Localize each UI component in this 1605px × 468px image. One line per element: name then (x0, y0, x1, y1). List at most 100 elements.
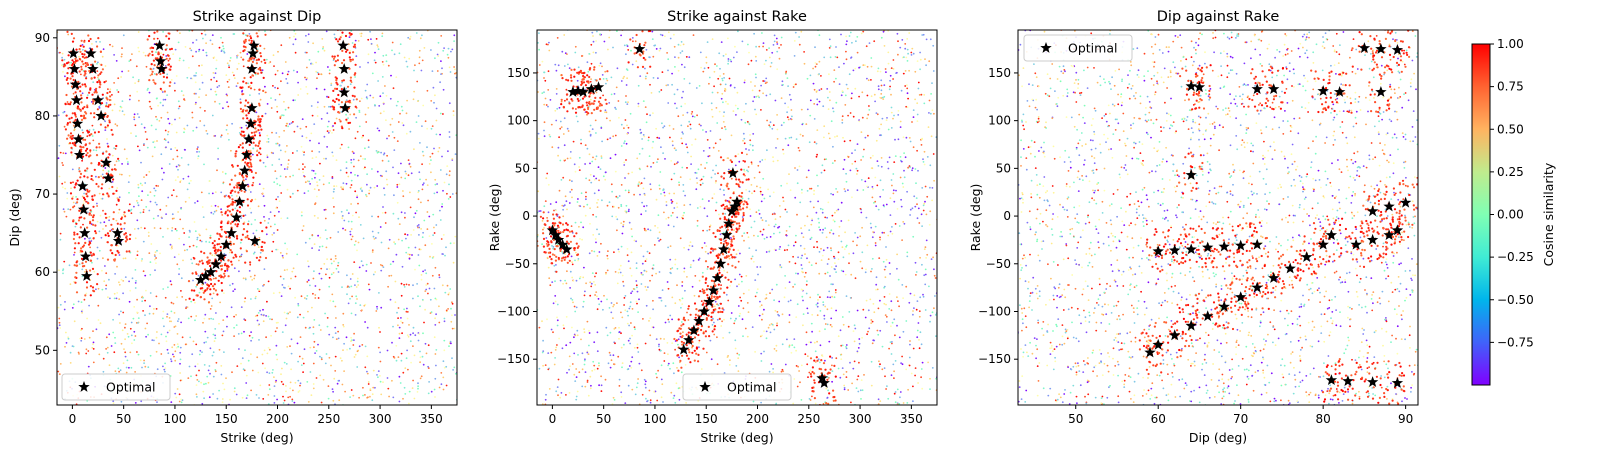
scatter-point (673, 394, 676, 397)
scatter-point (689, 123, 692, 126)
scatter-point (561, 251, 564, 253)
scatter-point (93, 116, 96, 119)
scatter-point (105, 225, 107, 227)
scatter-point (364, 366, 367, 369)
scatter-point (330, 258, 332, 261)
scatter-point (547, 43, 549, 46)
scatter-point (738, 315, 741, 317)
scatter-point (255, 111, 258, 114)
scatter-point (134, 82, 137, 84)
scatter-point (274, 381, 277, 383)
scatter-point (93, 91, 96, 94)
scatter-point (90, 133, 93, 136)
scatter-point (210, 205, 213, 208)
scatter-point (193, 289, 196, 292)
scatter-point (261, 353, 264, 356)
scatter-point (200, 74, 203, 76)
scatter-point (93, 194, 96, 197)
scatter-point (240, 238, 243, 241)
optimal-point (243, 133, 255, 145)
scatter-point (286, 312, 289, 315)
optimal-point (112, 234, 125, 246)
scatter-point (275, 177, 278, 180)
scatter-point (263, 349, 266, 352)
scatter-point (111, 45, 114, 48)
scatter-point (64, 75, 66, 78)
scatter-point (824, 216, 827, 219)
scatter-point (146, 138, 148, 141)
scatter-point (352, 344, 355, 346)
scatter-point (788, 93, 791, 96)
scatter-point (112, 318, 114, 321)
scatter-point (571, 180, 573, 183)
scatter-point (872, 303, 875, 305)
scatter-point (183, 127, 186, 130)
scatter-point (235, 314, 238, 316)
scatter-point (119, 223, 122, 226)
scatter-point (243, 41, 246, 44)
scatter-point (683, 204, 686, 207)
scatter-point (387, 160, 390, 163)
scatter-point (70, 146, 73, 149)
scatter-point (170, 360, 173, 363)
scatter-point (388, 238, 391, 241)
scatter-point (749, 139, 752, 142)
scatter-point (769, 195, 771, 198)
scatter-point (286, 145, 288, 147)
scatter-point (643, 177, 646, 180)
scatter-point (848, 73, 851, 76)
scatter-point (202, 37, 204, 40)
scatter-point (329, 299, 332, 302)
scatter-point (393, 149, 396, 152)
scatter-point (268, 372, 271, 374)
scatter-point (159, 87, 162, 90)
scatter-point (589, 173, 592, 176)
scatter-point (922, 158, 924, 161)
scatter-point (253, 88, 256, 91)
scatter-point (228, 236, 231, 239)
scatter-point (135, 257, 137, 260)
scatter-point (248, 165, 251, 168)
scatter-point (120, 227, 123, 230)
scatter-point (204, 281, 207, 284)
scatter-point (75, 106, 78, 109)
scatter-point (555, 119, 558, 122)
scatter-point (180, 398, 183, 401)
scatter-point (161, 91, 164, 93)
scatter-point (722, 101, 724, 104)
scatter-point (179, 179, 182, 182)
scatter-point (293, 35, 295, 38)
scatter-point (68, 103, 72, 106)
scatter-point (345, 167, 348, 170)
scatter-point (59, 295, 62, 297)
scatter-point (85, 170, 88, 172)
scatter-point (274, 170, 277, 173)
scatter-point (418, 56, 421, 59)
scatter-point (758, 45, 761, 48)
scatter-point (657, 158, 659, 161)
scatter-point (99, 72, 102, 75)
scatter-point (868, 327, 871, 330)
scatter-point (885, 258, 888, 261)
scatter-point (406, 317, 409, 320)
scatter-point (702, 175, 705, 178)
scatter-point (750, 257, 753, 260)
scatter-point (320, 401, 323, 404)
scatter-point (321, 245, 324, 248)
scatter-point (90, 254, 93, 257)
scatter-point (132, 76, 135, 79)
scatter-point (902, 72, 905, 75)
scatter-point (87, 34, 90, 37)
scatter-point (279, 275, 282, 278)
scatter-point (280, 380, 283, 383)
scatter-point (214, 328, 217, 330)
scatter-point (307, 41, 310, 43)
scatter-point (409, 206, 412, 209)
scatter-point (123, 113, 126, 116)
scatter-point (200, 381, 203, 384)
scatter-point (328, 105, 330, 108)
scatter-point (200, 240, 203, 243)
scatter-point (147, 54, 150, 57)
scatter-point (104, 65, 107, 67)
scatter-point (113, 292, 116, 295)
